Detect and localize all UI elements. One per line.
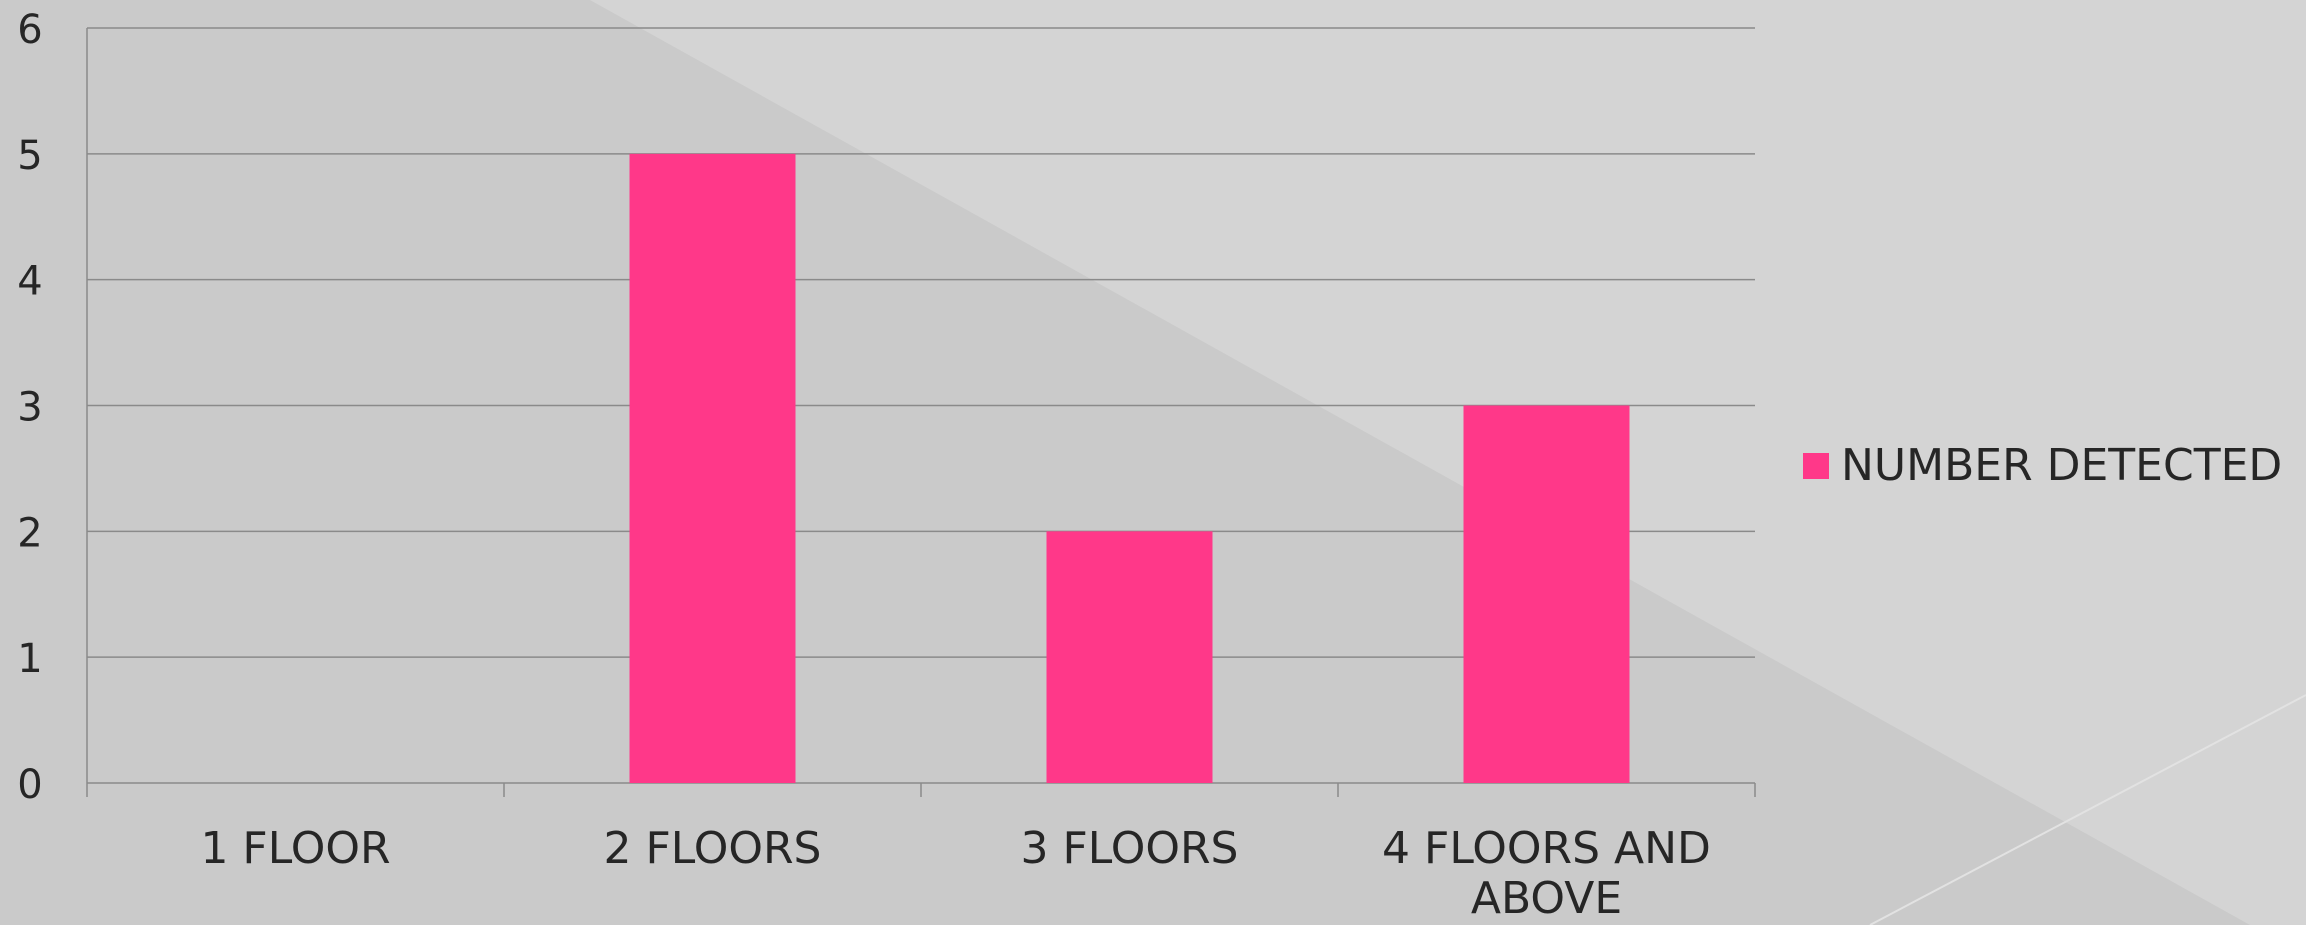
background-accent-line [1869,694,2306,925]
background-light-triangle [590,0,2306,925]
x-category-label: 1 FLOOR [200,823,390,874]
y-tick-label: 5 [17,133,42,179]
y-tick-label: 3 [17,385,42,431]
bar-3-floors [1046,531,1213,783]
x-category-labels: 1 FLOOR 2 FLOORS 3 FLOORS 4 FLOORS AND ABOVE [200,823,1710,924]
bar-2-floors [629,153,796,784]
y-tick-label: 6 [17,7,42,53]
legend-label-number-detected: NUMBER DETECTED [1841,440,2282,491]
x-category-label: 4 FLOORS AND ABOVE [1382,823,1711,924]
y-tick-labels: 0 1 2 3 4 5 6 [17,7,42,808]
x-category-label: 2 FLOORS [603,823,821,874]
legend-swatch [1803,453,1829,479]
y-tick-label: 0 [17,762,42,808]
bars [629,153,1630,784]
bar-4-floors-and-above [1463,405,1630,783]
legend: NUMBER DETECTED [1803,440,2282,491]
y-tick-label: 4 [17,259,42,305]
y-tick-label: 2 [17,510,42,556]
y-tick-label: 1 [17,636,42,682]
x-category-label: 3 FLOORS [1020,823,1238,874]
